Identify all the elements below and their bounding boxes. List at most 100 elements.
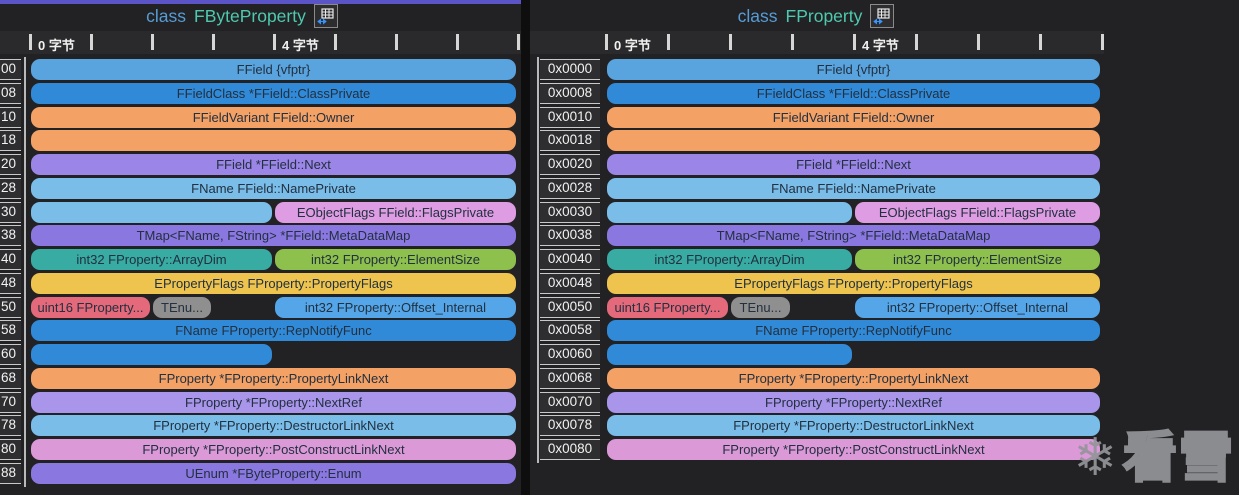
field-bar[interactable]: FProperty *FProperty::DestructorLinkNext	[607, 415, 1100, 437]
ruler-tick	[790, 34, 794, 50]
field-bar[interactable]	[607, 201, 852, 223]
offset-label: 80	[0, 439, 21, 460]
offset-label: 60	[0, 344, 21, 365]
ruler-byte-label: 0 字节	[38, 38, 75, 53]
field-bar[interactable]: FField {vfptr}	[607, 59, 1100, 80]
field-bar[interactable]: FName FField::NamePrivate	[607, 177, 1100, 199]
field-bar[interactable]	[31, 344, 272, 365]
field-bar[interactable]: int32 FProperty::ElementSize	[275, 249, 516, 270]
field-bar[interactable]: int32 FProperty::ElementSize	[855, 249, 1100, 270]
field-bar[interactable]: FField *FField::Next	[31, 154, 516, 175]
offset-label: 0x0068	[540, 367, 600, 389]
panel-title: class FProperty	[530, 3, 1102, 29]
offset-label: 28	[0, 177, 21, 199]
class-keyword: class	[146, 5, 186, 26]
table-layout-icon[interactable]	[870, 4, 895, 28]
ruler-tick	[333, 34, 337, 50]
offset-label: 0x0020	[540, 154, 600, 175]
offset-label: 48	[0, 272, 21, 294]
ruler-tick	[211, 34, 215, 50]
offset-column-rule	[537, 57, 539, 463]
offset-label: 00	[0, 59, 21, 80]
offset-label: 58	[0, 320, 21, 342]
offset-label: 50	[0, 296, 21, 318]
field-bar[interactable]: FProperty *FProperty::DestructorLinkNext	[31, 415, 516, 437]
field-bar[interactable]	[607, 130, 1100, 152]
field-bar[interactable]: FFieldClass *FField::ClassPrivate	[607, 82, 1100, 104]
ruler-tick	[852, 34, 856, 50]
field-bar[interactable]: FProperty *FProperty::PostConstructLinkN…	[31, 439, 516, 460]
field-bar[interactable]: FName FProperty::RepNotifyFunc	[607, 320, 1100, 342]
field-bar[interactable]: EObjectFlags FField::FlagsPrivate	[855, 201, 1100, 223]
field-bar[interactable]: UEnum *FByteProperty::Enum	[31, 462, 516, 484]
offset-label: 78	[0, 415, 21, 437]
ruler-tick	[516, 34, 520, 50]
offset-label: 40	[0, 249, 21, 270]
offset-label: 0x0038	[540, 225, 600, 247]
byte-ruler	[0, 31, 521, 54]
field-bar[interactable]: TMap<FName, FString> *FField::MetaDataMa…	[31, 225, 516, 247]
ruler-tick	[89, 34, 93, 50]
ruler-tick	[914, 34, 918, 50]
offset-label: 0x0078	[540, 415, 600, 437]
field-bar[interactable]	[31, 201, 272, 223]
field-bar[interactable]: FFieldClass *FField::ClassPrivate	[31, 82, 516, 104]
offset-label: 0x0010	[540, 106, 600, 128]
field-bar[interactable]: TEnu...	[153, 296, 211, 318]
offset-label: 0x0050	[540, 296, 600, 318]
field-bar[interactable]: EPropertyFlags FProperty::PropertyFlags	[31, 272, 516, 294]
field-bar[interactable]: TEnu...	[731, 296, 790, 318]
offset-label: 0x0028	[540, 177, 600, 199]
field-bar[interactable]: uint16 FProperty...	[31, 296, 150, 318]
field-bar[interactable]: int32 FProperty::Offset_Internal	[275, 296, 516, 318]
field-bar[interactable]: int32 FProperty::ArrayDim	[607, 249, 852, 270]
field-bar[interactable]: int32 FProperty::ArrayDim	[31, 249, 272, 270]
field-bar[interactable]: EPropertyFlags FProperty::PropertyFlags	[607, 272, 1100, 294]
field-bar[interactable]: uint16 FProperty...	[607, 296, 728, 318]
field-bar[interactable]: FName FProperty::RepNotifyFunc	[31, 320, 516, 342]
layout-panel-fbyteproperty: class FByteProperty 0 字节 4 字节 00 FField {vf…	[0, 0, 521, 495]
field-bar[interactable]: FProperty *FProperty::PostConstructLinkN…	[607, 439, 1100, 460]
offset-label: 0x0070	[540, 391, 600, 413]
ruler-tick	[976, 34, 980, 50]
ruler-tick	[455, 34, 459, 50]
active-panel-accent	[0, 0, 521, 4]
field-bar[interactable]	[607, 344, 852, 365]
field-bar[interactable]: FField {vfptr}	[31, 59, 516, 80]
offset-label: 10	[0, 106, 21, 128]
field-bar[interactable]: int32 FProperty::Offset_Internal	[855, 296, 1100, 318]
offset-label: 0x0058	[540, 320, 600, 342]
field-bar[interactable]: FName FField::NamePrivate	[31, 177, 516, 199]
offset-label: 0x0030	[540, 201, 600, 223]
offset-label: 0x0040	[540, 249, 600, 270]
field-bar[interactable]: TMap<FName, FString> *FField::MetaDataMa…	[607, 225, 1100, 247]
ruler-tick	[394, 34, 398, 50]
class-name: FByteProperty	[194, 5, 306, 26]
field-bar[interactable]: FProperty *FProperty::NextRef	[607, 391, 1100, 413]
field-bar[interactable]	[31, 130, 516, 152]
offset-label: 0x0080	[540, 439, 600, 460]
field-bar[interactable]: FField *FField::Next	[607, 154, 1100, 175]
ruler-tick	[1038, 34, 1042, 50]
ruler-tick	[150, 34, 154, 50]
field-bar[interactable]: FFieldVariant FField::Owner	[607, 106, 1100, 128]
field-bar[interactable]: FFieldVariant FField::Owner	[31, 106, 516, 128]
offset-label: 38	[0, 225, 21, 247]
layout-panel-fproperty: class FProperty 0 字节 4 字节 0x0000 FField {vf…	[530, 0, 1239, 495]
field-bar[interactable]: FProperty *FProperty::PropertyLinkNext	[607, 367, 1100, 389]
snowflake-icon: ❄	[1073, 429, 1117, 487]
panel-title: class FByteProperty	[0, 3, 484, 29]
field-bar[interactable]: FProperty *FProperty::PropertyLinkNext	[31, 367, 516, 389]
class-name: FProperty	[785, 5, 863, 26]
field-bar[interactable]: FProperty *FProperty::NextRef	[31, 391, 516, 413]
offset-label: 0x0000	[540, 59, 600, 80]
offset-label: 0x0048	[540, 272, 600, 294]
ruler-tick	[666, 34, 670, 50]
offset-label: 68	[0, 367, 21, 389]
field-bar[interactable]: EObjectFlags FField::FlagsPrivate	[275, 201, 516, 223]
table-layout-icon[interactable]	[313, 4, 338, 28]
ruler-tick	[1100, 34, 1104, 50]
offset-label: 18	[0, 130, 21, 152]
watermark-text: 看雪	[1122, 428, 1235, 488]
